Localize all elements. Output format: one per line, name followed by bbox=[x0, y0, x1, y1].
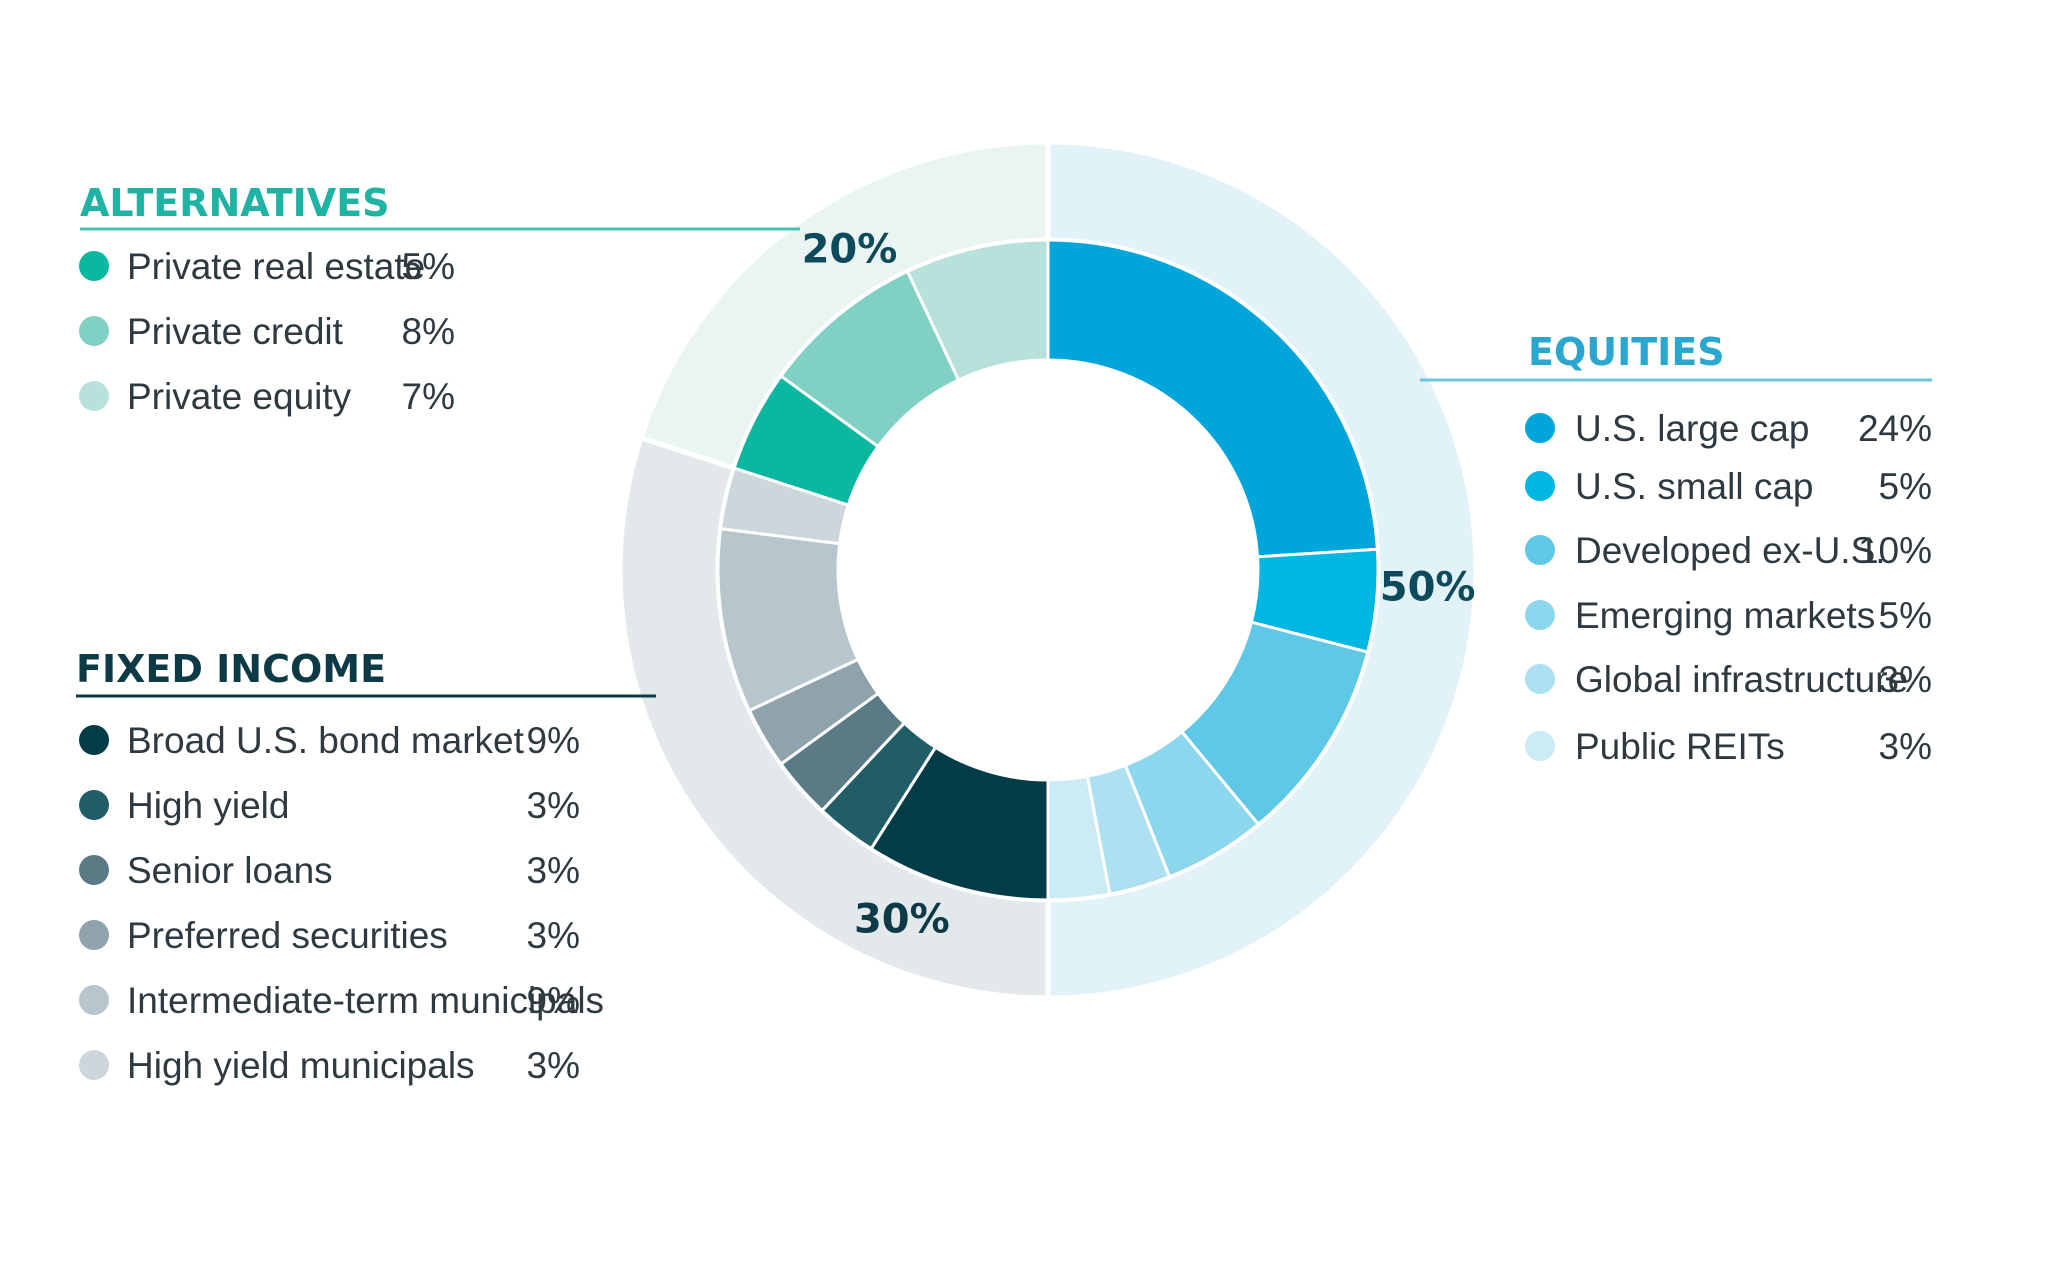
legend-value-global-infrastructure: 3% bbox=[1879, 659, 1932, 700]
total-label-fixed-income: 30% bbox=[854, 897, 950, 943]
legend-swatch-broad-u-s-bond-market bbox=[79, 725, 109, 755]
legend-swatch-preferred-securities bbox=[79, 920, 109, 950]
legend-title-equities: EQUITIES bbox=[1528, 330, 1725, 374]
legend-value-u-s-small-cap: 5% bbox=[1879, 466, 1932, 507]
legend-swatch-emerging-markets bbox=[1525, 600, 1555, 630]
legend-label-broad-u-s-bond-market: Broad U.S. bond market bbox=[127, 720, 525, 761]
legend-label-high-yield-municipals: High yield municipals bbox=[127, 1045, 475, 1086]
legend-swatch-u-s-small-cap bbox=[1525, 471, 1555, 501]
legend-label-global-infrastructure: Global infrastructure bbox=[1575, 659, 1908, 700]
legend-label-developed-ex-u-s: Developed ex-U.S. bbox=[1575, 530, 1886, 571]
legend-value-preferred-securities: 3% bbox=[527, 915, 580, 956]
legend-swatch-global-infrastructure bbox=[1525, 664, 1555, 694]
group-total-labels: 50% 30% 20% bbox=[802, 226, 1476, 942]
legend-swatch-private-credit bbox=[79, 316, 109, 346]
legend-label-emerging-markets: Emerging markets bbox=[1575, 595, 1875, 636]
legend-value-developed-ex-u-s: 10% bbox=[1858, 530, 1932, 571]
legend-label-senior-loans: Senior loans bbox=[127, 850, 333, 891]
total-label-alternatives: 20% bbox=[802, 226, 898, 272]
legends: EQUITIES U.S. large cap 24% U.S. small cap 5… bbox=[76, 181, 1932, 1086]
legend-label-private-credit: Private credit bbox=[127, 311, 344, 352]
legend-label-u-s-small-cap: U.S. small cap bbox=[1575, 466, 1814, 507]
legend-swatch-high-yield bbox=[79, 790, 109, 820]
legend-label-high-yield: High yield bbox=[127, 785, 289, 826]
legend-label-u-s-large-cap: U.S. large cap bbox=[1575, 408, 1809, 449]
legend-value-private-equity: 7% bbox=[402, 376, 455, 417]
legend-swatch-public-reits bbox=[1525, 731, 1555, 761]
legend-swatch-senior-loans bbox=[79, 855, 109, 885]
legend-swatch-private-equity bbox=[79, 381, 109, 411]
inner-ring bbox=[716, 238, 1380, 902]
legend-label-private-equity: Private equity bbox=[127, 376, 352, 417]
legend-title-fixed-income: FIXED INCOME bbox=[76, 647, 386, 691]
legend-value-broad-u-s-bond-market: 9% bbox=[527, 720, 580, 761]
legend-label-preferred-securities: Preferred securities bbox=[127, 915, 448, 956]
slice-private-equity bbox=[905, 238, 1050, 382]
legend-value-private-credit: 8% bbox=[402, 311, 455, 352]
legend-swatch-high-yield-municipals bbox=[79, 1050, 109, 1080]
outer-ring bbox=[617, 139, 1479, 1001]
legend-value-senior-loans: 3% bbox=[527, 850, 580, 891]
slice-u-s-large-cap bbox=[1046, 238, 1379, 559]
legend-label-public-reits: Public REITs bbox=[1575, 726, 1785, 767]
legend-value-private-real-estate: 5% bbox=[402, 246, 455, 287]
legend-value-high-yield-municipals: 3% bbox=[527, 1045, 580, 1086]
legend-swatch-private-real-estate bbox=[79, 251, 109, 281]
legend-value-public-reits: 3% bbox=[1879, 726, 1932, 767]
legend-title-alternatives: ALTERNATIVES bbox=[80, 181, 390, 225]
legend-value-intermediate-term-municipals: 9% bbox=[527, 980, 580, 1021]
total-label-equities: 50% bbox=[1380, 564, 1476, 610]
legend-value-emerging-markets: 5% bbox=[1879, 595, 1932, 636]
legend-label-private-real-estate: Private real estate bbox=[127, 246, 425, 287]
legend-value-high-yield: 3% bbox=[527, 785, 580, 826]
legend-swatch-u-s-large-cap bbox=[1525, 413, 1555, 443]
legend-swatch-developed-ex-u-s bbox=[1525, 535, 1555, 565]
legend-swatch-intermediate-term-municipals bbox=[79, 985, 109, 1015]
legend-label-intermediate-term-municipals: Intermediate-term municipals bbox=[127, 980, 604, 1021]
legend-value-u-s-large-cap: 24% bbox=[1858, 408, 1932, 449]
